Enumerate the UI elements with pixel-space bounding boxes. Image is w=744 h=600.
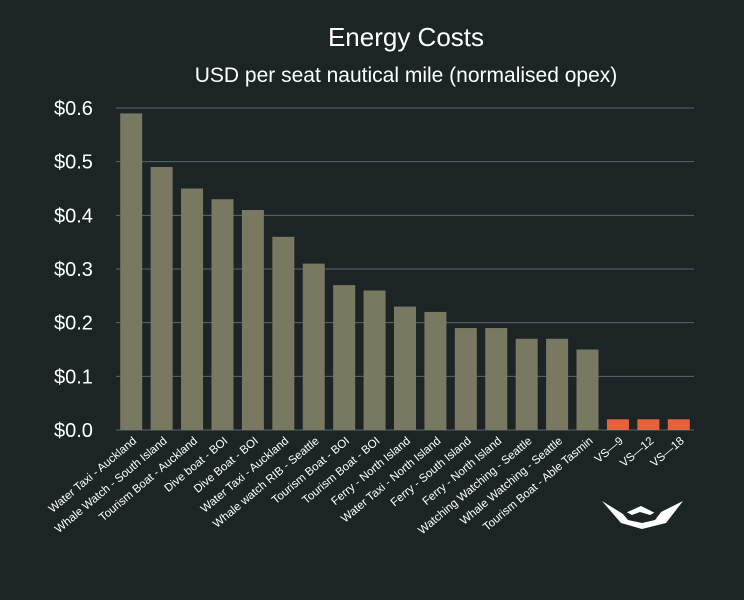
bar <box>637 419 660 430</box>
y-tick-label: $0.0 <box>54 420 93 442</box>
y-tick-label: $0.6 <box>54 98 93 120</box>
bars <box>120 113 690 431</box>
bar <box>333 285 356 430</box>
y-tick-label: $0.2 <box>54 313 93 335</box>
bar <box>181 188 204 430</box>
chart-subtitle: USD per seat nautical mile (normalised o… <box>195 64 618 87</box>
bar <box>211 199 234 430</box>
bar <box>302 263 325 430</box>
bar <box>606 419 629 430</box>
bar <box>485 328 508 430</box>
bar <box>667 419 690 430</box>
bar <box>424 311 447 430</box>
chart-title: Energy Costs <box>328 22 484 52</box>
bar <box>363 290 386 430</box>
bar <box>120 113 143 430</box>
x-tick-label: VS—12 <box>618 435 656 470</box>
bar <box>515 338 538 430</box>
y-tick-label: $0.5 <box>54 152 93 174</box>
bar <box>394 306 416 430</box>
bar <box>272 236 295 430</box>
bar <box>150 167 173 431</box>
bar <box>546 338 569 430</box>
vessel-logo-icon <box>602 501 683 529</box>
bar <box>241 209 264 430</box>
y-tick-label: $0.4 <box>54 205 93 227</box>
bar <box>454 328 477 430</box>
bar <box>576 349 599 430</box>
y-tick-label: $0.3 <box>54 259 93 281</box>
x-tick-label: VS—18 <box>649 435 687 470</box>
y-axis-ticks: $0.0 $0.1 $0.2 $0.3 $0.4 $0.5 $0.6 <box>54 98 93 442</box>
y-tick-label: $0.1 <box>54 366 93 388</box>
